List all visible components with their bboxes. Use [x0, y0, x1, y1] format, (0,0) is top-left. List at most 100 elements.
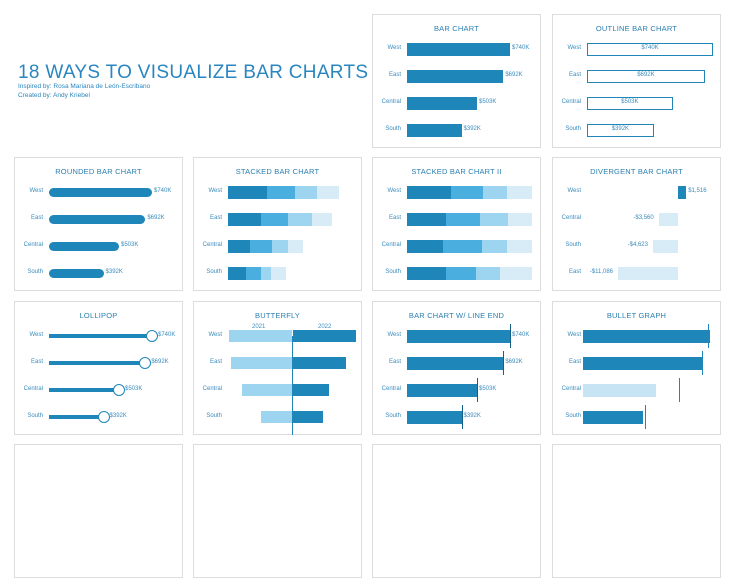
category-label: Central — [381, 99, 401, 105]
category-label: Central — [202, 386, 222, 392]
value-label: $740K — [641, 45, 659, 51]
lollipop-panel: LOLLIPOP West $740K East $692K Central $503K So… — [14, 301, 183, 435]
stack-segment — [445, 212, 480, 226]
bar — [407, 42, 510, 56]
bar — [587, 96, 673, 110]
bar — [407, 123, 462, 137]
bar-2021 — [242, 384, 292, 396]
stack-segment — [316, 185, 339, 199]
value-label: -$3,560 — [633, 215, 654, 221]
value-label: $692K — [151, 359, 169, 365]
divergent-panel: DIVERGENT BAR CHART West $1,516 Central -$3,… — [552, 157, 721, 291]
chart-title: LOLLIPOP — [79, 311, 118, 320]
stack-segment — [228, 185, 267, 199]
stack-segment — [407, 266, 446, 280]
bar — [49, 188, 152, 197]
chart-title: DIVERGENT BAR CHART — [590, 167, 683, 176]
bar — [587, 123, 654, 137]
chart-title: BULLET GRAPH — [606, 311, 667, 320]
category-label: West — [208, 188, 222, 194]
bullet-bar — [583, 383, 657, 397]
value-label: $692K — [147, 215, 165, 221]
value-label: $392K — [611, 126, 630, 132]
category-label: East — [209, 359, 222, 365]
rounded-panel: ROUNDED BAR CHART West $740K East $692K Centr… — [14, 157, 183, 291]
value-label: $740K — [154, 188, 172, 194]
bullet-bar — [583, 410, 643, 424]
value-label: $503K — [479, 386, 497, 392]
value-label: $740K — [512, 45, 530, 51]
chart-title: BAR CHART W/ LINE END — [408, 311, 505, 320]
chart-title: ROUNDED BAR CHART — [55, 167, 142, 176]
lollipop-head — [97, 411, 110, 423]
lollipop-stem — [49, 361, 146, 365]
stack-segment — [479, 212, 509, 226]
stacked100-panel: STACKED BAR CHART II West East Central South — [372, 157, 541, 291]
stack-segment — [228, 239, 251, 253]
stack-segment — [272, 239, 289, 253]
category-label: Central — [23, 242, 43, 248]
stack-segment — [312, 212, 332, 226]
panel-row4-4 — [552, 444, 721, 578]
lollipop-stem — [49, 415, 104, 419]
bullet-bar — [583, 356, 702, 370]
value-label: $740K — [512, 332, 530, 338]
value-label: $692K — [637, 72, 655, 78]
bar — [407, 356, 504, 370]
legend-2021: 2021 — [252, 324, 266, 330]
bar-2022 — [293, 411, 323, 423]
bar — [407, 69, 504, 83]
lollipop-stem — [49, 334, 152, 338]
category-label: South — [565, 242, 581, 248]
category-label: South — [27, 413, 43, 419]
category-label: Central — [561, 386, 581, 392]
stack-segment — [499, 266, 532, 280]
category-label: South — [565, 126, 581, 132]
category-label: South — [206, 413, 222, 419]
stack-segment — [407, 212, 446, 226]
page-title: 18 WAYS TO VISUALIZE BAR CHARTS — [18, 62, 369, 83]
category-label: Central — [381, 386, 401, 392]
category-label: West — [387, 332, 401, 338]
bar-2021 — [231, 357, 292, 369]
stack-segment — [260, 266, 272, 280]
category-label: Central — [561, 215, 581, 221]
category-label: South — [206, 269, 222, 275]
category-label: West — [567, 188, 581, 194]
chart-title: BUTTERFLY — [255, 311, 300, 320]
value-label: $1,516 — [688, 188, 707, 194]
value-label: $392K — [463, 413, 481, 419]
stack-segment — [450, 185, 484, 199]
divergent-bar — [652, 239, 678, 253]
category-label: Central — [561, 99, 581, 105]
stack-segment — [407, 239, 444, 253]
category-label: East — [568, 359, 581, 365]
value-label: $503K — [621, 99, 639, 105]
lollipop-stem — [49, 388, 119, 392]
stack-segment — [507, 185, 532, 199]
value-label: $692K — [505, 359, 523, 365]
bar-2021 — [261, 411, 292, 423]
stack-segment — [295, 185, 317, 199]
chart-title: OUTLINE BAR CHART — [595, 24, 678, 33]
bar — [587, 42, 713, 56]
stack-segment — [482, 239, 507, 253]
bar — [407, 383, 477, 397]
target-line — [702, 351, 704, 375]
chart-title: STACKED BAR CHART — [235, 167, 320, 176]
panel-row4-1 — [14, 444, 183, 578]
value-label: $740K — [158, 332, 176, 338]
stack-segment — [250, 239, 273, 253]
line-end — [477, 378, 478, 402]
category-label: West — [29, 332, 43, 338]
stack-segment — [288, 239, 304, 253]
center-axis — [292, 336, 293, 435]
bar — [49, 269, 104, 278]
legend-2022: 2022 — [318, 324, 332, 330]
category-label: East — [568, 72, 581, 78]
bar-2022 — [293, 384, 329, 396]
divergent-bar — [678, 185, 687, 199]
category-label: South — [385, 126, 401, 132]
category-label: West — [208, 332, 222, 338]
bar — [587, 69, 705, 83]
